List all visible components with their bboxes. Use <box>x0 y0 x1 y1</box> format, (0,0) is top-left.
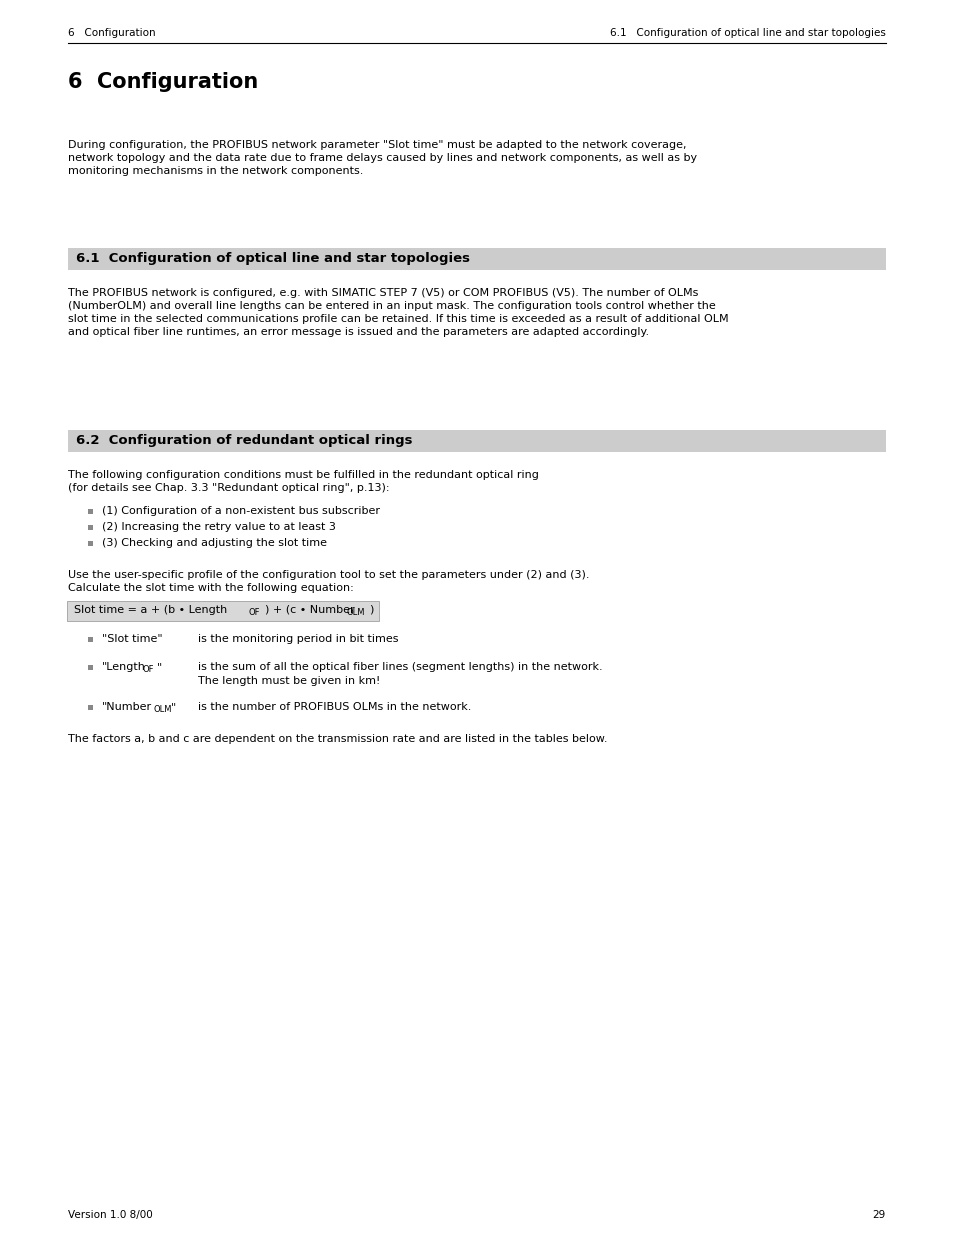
Text: ": " <box>171 701 176 713</box>
Text: The factors a, b and c are dependent on the transmission rate and are listed in : The factors a, b and c are dependent on … <box>68 734 607 743</box>
Text: (NumberOLM) and overall line lengths can be entered in an input mask. The config: (NumberOLM) and overall line lengths can… <box>68 301 715 311</box>
Text: (3) Checking and adjusting the slot time: (3) Checking and adjusting the slot time <box>102 538 327 548</box>
Text: is the monitoring period in bit times: is the monitoring period in bit times <box>198 634 398 643</box>
Text: Use the user-specific profile of the configuration tool to set the parameters un: Use the user-specific profile of the con… <box>68 571 589 580</box>
Text: "Length: "Length <box>102 662 146 672</box>
FancyBboxPatch shape <box>88 509 92 514</box>
Text: 6  Configuration: 6 Configuration <box>68 72 258 91</box>
Text: Calculate the slot time with the following equation:: Calculate the slot time with the followi… <box>68 583 354 593</box>
Text: ) + (c • Number: ) + (c • Number <box>265 605 355 615</box>
FancyBboxPatch shape <box>88 637 92 642</box>
Text: network topology and the data rate due to frame delays caused by lines and netwo: network topology and the data rate due t… <box>68 153 697 163</box>
FancyBboxPatch shape <box>88 664 92 671</box>
Text: monitoring mechanisms in the network components.: monitoring mechanisms in the network com… <box>68 165 363 177</box>
FancyBboxPatch shape <box>68 430 885 452</box>
Text: (2) Increasing the retry value to at least 3: (2) Increasing the retry value to at lea… <box>102 522 335 532</box>
Text: During configuration, the PROFIBUS network parameter "Slot time" must be adapted: During configuration, the PROFIBUS netwo… <box>68 140 686 149</box>
Text: is the sum of all the optical fiber lines (segment lengths) in the network.: is the sum of all the optical fiber line… <box>198 662 602 672</box>
Text: (1) Configuration of a non-existent bus subscriber: (1) Configuration of a non-existent bus … <box>102 506 379 516</box>
Text: The PROFIBUS network is configured, e.g. with SIMATIC STEP 7 (V5) or COM PROFIBU: The PROFIBUS network is configured, e.g.… <box>68 288 698 298</box>
Text: OF: OF <box>249 608 260 618</box>
Text: "Slot time": "Slot time" <box>102 634 162 643</box>
FancyBboxPatch shape <box>88 525 92 530</box>
Text: OLM: OLM <box>153 705 172 714</box>
Text: ): ) <box>369 605 373 615</box>
Text: 6.1  Configuration of optical line and star topologies: 6.1 Configuration of optical line and st… <box>76 252 470 266</box>
Text: 29: 29 <box>872 1210 885 1220</box>
Text: The following configuration conditions must be fulfilled in the redundant optica: The following configuration conditions m… <box>68 471 538 480</box>
Text: "Number: "Number <box>102 701 152 713</box>
Text: 6   Configuration: 6 Configuration <box>68 28 155 38</box>
Text: slot time in the selected communications profile can be retained. If this time i: slot time in the selected communications… <box>68 314 728 324</box>
Text: The length must be given in km!: The length must be given in km! <box>198 676 380 685</box>
Text: ": " <box>157 662 162 672</box>
Text: 6.1   Configuration of optical line and star topologies: 6.1 Configuration of optical line and st… <box>610 28 885 38</box>
Text: OLM: OLM <box>347 608 365 618</box>
Text: is the number of PROFIBUS OLMs in the network.: is the number of PROFIBUS OLMs in the ne… <box>198 701 471 713</box>
Text: Version 1.0 8/00: Version 1.0 8/00 <box>68 1210 152 1220</box>
Text: Slot time = a + (b • Length: Slot time = a + (b • Length <box>74 605 227 615</box>
Text: (for details see Chap. 3.3 "Redundant optical ring", p.13):: (for details see Chap. 3.3 "Redundant op… <box>68 483 389 493</box>
FancyBboxPatch shape <box>88 541 92 546</box>
FancyBboxPatch shape <box>67 601 378 621</box>
FancyBboxPatch shape <box>88 705 92 710</box>
Text: OF: OF <box>143 664 154 674</box>
Text: 6.2  Configuration of redundant optical rings: 6.2 Configuration of redundant optical r… <box>76 433 412 447</box>
Text: and optical fiber line runtimes, an error message is issued and the parameters a: and optical fiber line runtimes, an erro… <box>68 327 648 337</box>
FancyBboxPatch shape <box>68 248 885 270</box>
